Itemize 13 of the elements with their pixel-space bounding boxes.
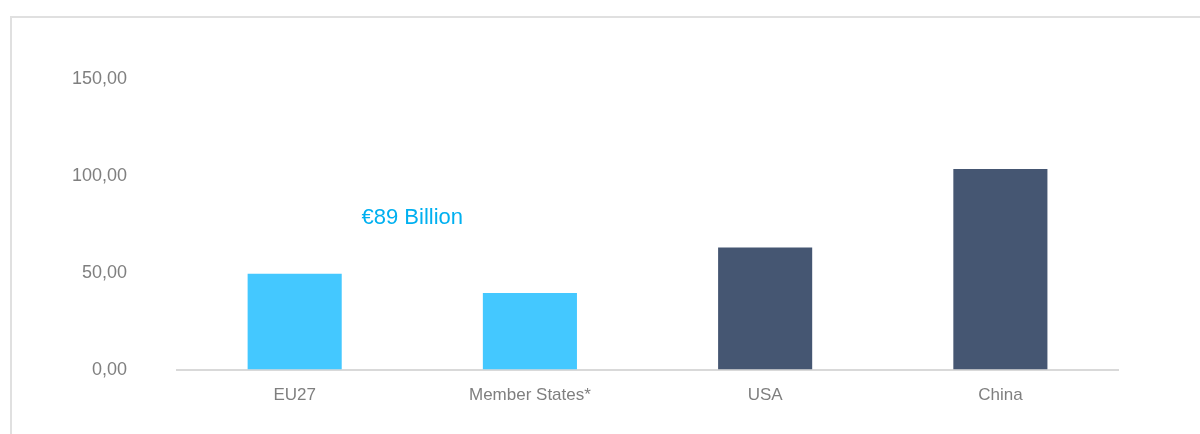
y-tick-label: 100,00 [71, 164, 128, 185]
y-tick-label: 0,00 [92, 358, 128, 379]
bar [482, 293, 577, 370]
x-tick-label: China [978, 385, 1024, 405]
x-tick-label: USA [747, 385, 784, 405]
annotation: €89 Billion [361, 204, 464, 230]
bar [953, 168, 1048, 370]
bar [247, 273, 342, 370]
x-tick-label: Member States* [468, 385, 592, 405]
bar [718, 247, 813, 370]
y-tick-label: 50,00 [82, 261, 128, 282]
y-tick-label: 150,00 [71, 67, 128, 88]
x-tick-label: EU27 [273, 385, 316, 405]
